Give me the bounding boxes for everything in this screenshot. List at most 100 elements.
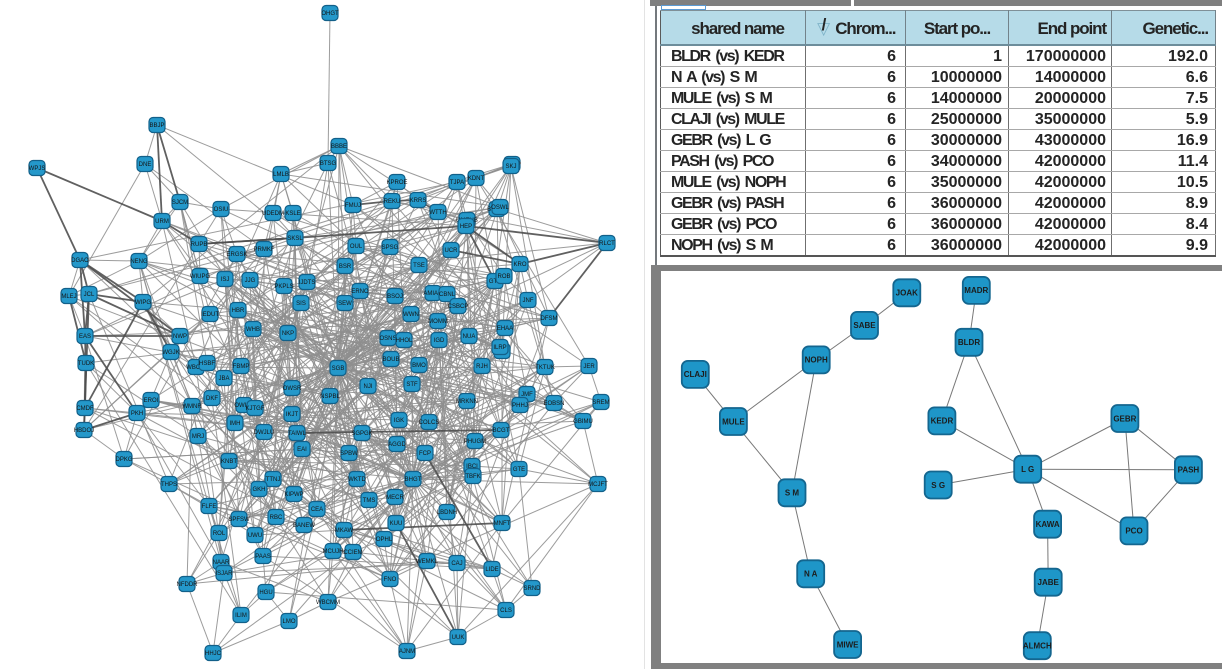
svg-text:FBMP: FBMP [233, 364, 250, 370]
svg-text:NWP: NWP [173, 334, 187, 340]
svg-text:CLS: CLS [500, 608, 512, 614]
svg-text:SEW: SEW [338, 301, 352, 307]
svg-text:ROL: ROL [213, 531, 226, 537]
svg-text:WBCW: WBCW [186, 365, 206, 371]
svg-text:EROI: EROI [144, 398, 159, 404]
svg-text:SPFSW: SPFSW [228, 517, 250, 523]
svg-text:PCO: PCO [1125, 527, 1142, 536]
svg-text:OSWL: OSWL [491, 205, 509, 211]
svg-text:OPHL: OPHL [376, 537, 393, 543]
svg-text:WTTH: WTTH [429, 210, 446, 216]
svg-text:PKPLS: PKPLS [274, 284, 293, 290]
svg-text:CSBCP: CSBCP [448, 304, 469, 310]
svg-text:SJCM: SJCM [172, 200, 188, 206]
svg-text:TSE: TSE [413, 263, 425, 269]
svg-text:OUL: OUL [350, 244, 363, 250]
svg-text:FCP: FCP [419, 451, 431, 457]
svg-text:ISJAR: ISJAR [215, 571, 233, 577]
svg-text:SREM: SREM [592, 400, 609, 406]
svg-text:OWSR: OWSR [283, 386, 302, 392]
svg-text:GBIMU: GBIMU [573, 419, 593, 425]
svg-text:DKF: DKF [206, 396, 218, 402]
svg-text:PHHJ: PHHJ [512, 403, 528, 409]
svg-text:JCL: JCL [84, 292, 95, 298]
svg-text:TKTUK: TKTUK [535, 365, 555, 371]
svg-text:BANEW: BANEW [293, 523, 315, 529]
svg-text:BOUB: BOUB [382, 357, 399, 363]
svg-text:BBJP: BBJP [149, 123, 164, 129]
svg-text:WPJS: WPJS [29, 166, 46, 172]
svg-text:IGD: IGD [434, 338, 445, 344]
svg-text:NSPBL: NSPBL [320, 394, 340, 400]
svg-text:JJG: JJG [245, 278, 256, 284]
svg-text:CEA: CEA [311, 507, 323, 513]
svg-text:STF: STF [406, 382, 418, 388]
svg-text:NFDDR: NFDDR [177, 582, 199, 588]
svg-text:ILIM: ILIM [235, 613, 247, 619]
svg-text:CLAJI: CLAJI [684, 370, 707, 379]
svg-text:HHOL: HHOL [396, 338, 413, 344]
svg-text:NOPH: NOPH [805, 356, 828, 365]
svg-text:JBA: JBA [218, 376, 229, 382]
svg-text:CCIEM: CCIEM [343, 550, 362, 556]
svg-text:WMNR: WMNR [182, 404, 202, 410]
svg-text:BTSG: BTSG [320, 161, 337, 167]
svg-text:MCJFT: MCJFT [588, 482, 608, 488]
svg-text:UWU: UWU [248, 533, 262, 539]
svg-text:KIPWP: KIPWP [284, 492, 303, 498]
svg-text:MCUJH: MCUJH [323, 549, 344, 555]
svg-text:OWIFA: OWIFA [234, 403, 253, 409]
svg-text:NUA: NUA [463, 334, 476, 340]
svg-text:BCGT: BCGT [493, 428, 510, 434]
svg-text:ERNO: ERNO [351, 289, 369, 295]
svg-text:GTE: GTE [513, 467, 525, 473]
svg-text:L G: L G [1021, 465, 1034, 474]
svg-text:BMO: BMO [412, 363, 426, 369]
svg-text:HGU: HGU [259, 590, 272, 596]
svg-text:AGGD: AGGD [388, 442, 406, 448]
svg-text:CAJ: CAJ [451, 561, 462, 567]
svg-text:TMS: TMS [363, 498, 376, 504]
svg-text:LBDNH: LBDNH [437, 510, 457, 516]
svg-text:DPKG: DPKG [115, 457, 132, 463]
svg-text:LIDE: LIDE [485, 567, 498, 573]
svg-text:IGK: IGK [394, 418, 404, 424]
svg-text:AJNM: AJNM [399, 649, 415, 655]
svg-text:HEP: HEP [460, 224, 472, 230]
svg-text:KRO: KRO [513, 262, 526, 268]
svg-text:WWN: WWN [403, 312, 419, 318]
svg-text:ALMCH: ALMCH [1023, 642, 1052, 651]
svg-text:JMF: JMF [521, 392, 533, 398]
svg-text:PAAS: PAAS [255, 554, 271, 560]
svg-text:SPSG: SPSG [382, 245, 399, 251]
svg-text:IBCI: IBCI [466, 464, 478, 470]
svg-text:KEDR: KEDR [931, 417, 954, 426]
svg-text:TUDK: TUDK [78, 361, 94, 367]
svg-text:EAS: EAS [79, 334, 91, 340]
svg-text:KSLE: KSLE [285, 211, 300, 217]
svg-text:IMH: IMH [230, 421, 241, 427]
svg-text:UCR: UCR [445, 248, 459, 254]
svg-text:AMIAG: AMIAG [423, 291, 443, 297]
svg-text:MKAW: MKAW [335, 528, 354, 534]
svg-text:MADR: MADR [964, 286, 988, 295]
svg-text:N A: N A [804, 570, 818, 579]
svg-text:WKTD: WKTD [348, 477, 366, 483]
svg-text:COLCS: COLCS [419, 420, 440, 426]
svg-text:OHGT: OHGT [321, 11, 339, 17]
svg-text:KPROE: KPROE [386, 180, 407, 186]
svg-text:FMUJ: FMUJ [345, 203, 361, 209]
svg-text:GEBR: GEBR [1113, 414, 1136, 423]
svg-text:BSR: BSR [339, 264, 352, 270]
svg-text:TTNJ: TTNJ [266, 477, 281, 483]
svg-text:WHB: WHB [246, 327, 260, 333]
svg-text:NJI: NJI [364, 384, 373, 390]
svg-text:BLDR: BLDR [958, 338, 980, 347]
svg-text:WIUPG: WIUPG [190, 274, 211, 280]
svg-text:MULE: MULE [722, 417, 745, 426]
svg-text:PHUGM: PHUGM [464, 439, 486, 445]
svg-text:UDEDM: UDEDM [262, 211, 284, 217]
svg-text:UUK: UUK [452, 635, 465, 641]
svg-text:OSNS: OSNS [379, 336, 396, 342]
svg-text:S G: S G [931, 481, 945, 490]
